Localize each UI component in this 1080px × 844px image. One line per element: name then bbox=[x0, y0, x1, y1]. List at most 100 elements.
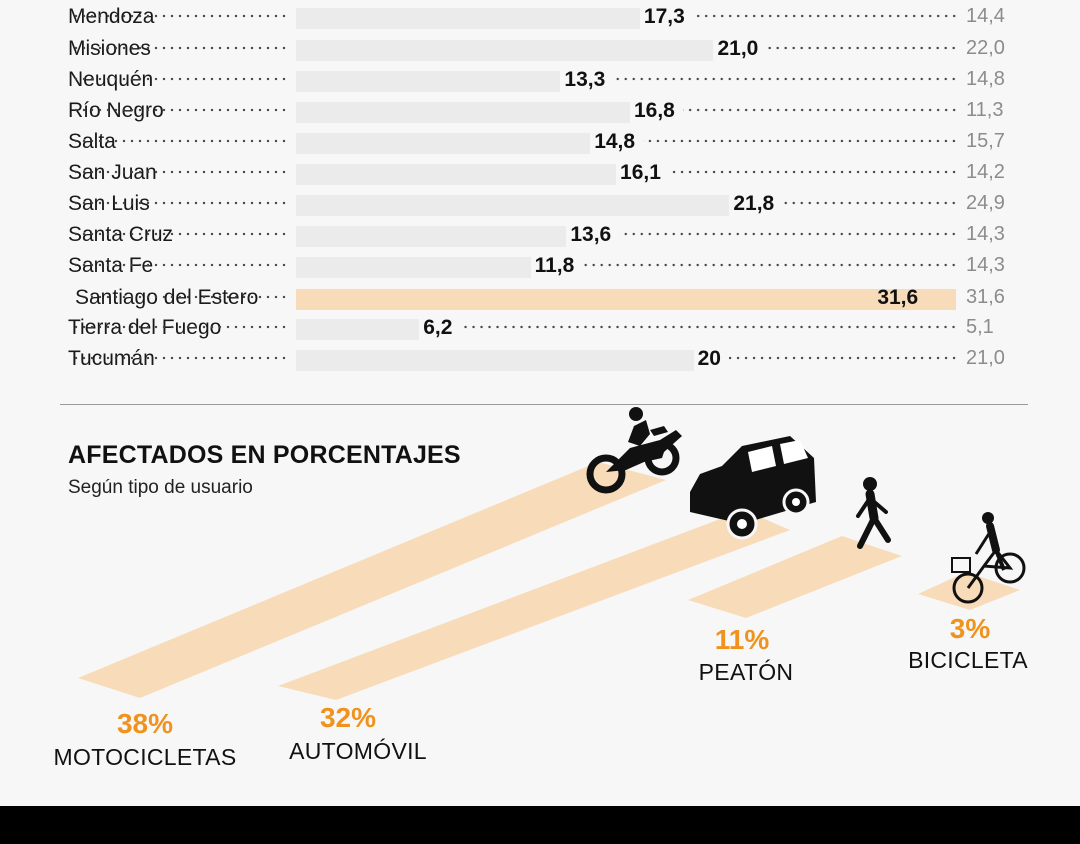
car-icon bbox=[690, 436, 816, 540]
value-label: 21,8 bbox=[733, 192, 775, 215]
previous-value: 15,7 bbox=[966, 130, 1005, 152]
bar-track bbox=[296, 8, 956, 29]
province-table: Mendoza17,314,4Misiones21,022,0Neuquén13… bbox=[0, 0, 1080, 380]
lane-peaton bbox=[688, 536, 902, 618]
value-label: 21,0 bbox=[717, 37, 759, 60]
province-row: San Juan16,114,2 bbox=[0, 157, 1080, 188]
leader-dots bbox=[682, 108, 958, 112]
bar bbox=[296, 319, 420, 340]
bar-track bbox=[296, 226, 956, 247]
province-row: Río Negro16,811,3 bbox=[0, 95, 1080, 126]
province-row: San Luis21,824,9 bbox=[0, 188, 1080, 219]
lane-bicicleta bbox=[918, 572, 1020, 610]
province-row: Neuquén13,314,8 bbox=[0, 64, 1080, 95]
province-row: Tucumán2021,0 bbox=[0, 343, 1080, 374]
previous-value: 14,3 bbox=[966, 223, 1005, 245]
leader-dots bbox=[619, 232, 958, 236]
province-row: Salta14,815,7 bbox=[0, 126, 1080, 157]
pct-motocicletas: 38% bbox=[116, 708, 174, 739]
leader-dots bbox=[74, 232, 288, 236]
previous-value: 14,2 bbox=[966, 161, 1005, 183]
label-motocicletas: MOTOCICLETAS bbox=[53, 744, 237, 770]
leader-dots bbox=[582, 263, 958, 267]
value-label: 14,8 bbox=[594, 130, 636, 153]
leader-dots bbox=[692, 14, 958, 18]
leader-dots bbox=[728, 356, 958, 360]
value-label: 17,3 bbox=[643, 5, 685, 28]
value-label: 16,1 bbox=[620, 161, 661, 184]
bar bbox=[296, 164, 617, 185]
bar-track bbox=[296, 71, 956, 92]
bar bbox=[296, 350, 694, 371]
bar-track bbox=[296, 289, 956, 310]
bar bbox=[296, 8, 640, 29]
leader-dots bbox=[74, 201, 288, 205]
bar-track bbox=[296, 257, 956, 278]
lane-automovil bbox=[278, 510, 790, 700]
bar-track bbox=[296, 40, 956, 61]
province-row: Santiago del Estero31,631,6 bbox=[0, 282, 1080, 313]
label-peaton: PEATÓN bbox=[698, 659, 794, 685]
section-title: AFECTADOS EN PORCENTAJES bbox=[68, 441, 461, 469]
bar bbox=[296, 71, 561, 92]
province-row: Mendoza17,314,4 bbox=[0, 1, 1080, 32]
bar bbox=[296, 133, 591, 154]
leader-dots bbox=[460, 325, 958, 329]
bar-track bbox=[296, 133, 956, 154]
previous-value: 22,0 bbox=[966, 37, 1005, 59]
leader-dots bbox=[74, 108, 288, 112]
previous-value: 31,6 bbox=[966, 286, 1005, 308]
pct-bicicleta: 3% bbox=[949, 613, 991, 644]
value-label: 13,3 bbox=[564, 68, 606, 91]
previous-value: 11,3 bbox=[966, 99, 1004, 121]
lane-motocicletas bbox=[78, 462, 666, 698]
leader-dots bbox=[74, 14, 288, 18]
previous-value: 24,9 bbox=[966, 192, 1005, 214]
leader-dots bbox=[74, 170, 288, 174]
value-label: 20 bbox=[697, 347, 721, 370]
leader-dots bbox=[74, 263, 288, 267]
bar bbox=[296, 40, 714, 61]
section-subtitle: Según tipo de usuario bbox=[68, 477, 253, 498]
value-label: 16,8 bbox=[633, 99, 675, 122]
leader-dots bbox=[782, 201, 958, 205]
previous-value: 14,8 bbox=[966, 68, 1005, 90]
pct-automovil: 32% bbox=[319, 702, 377, 733]
bar bbox=[296, 289, 956, 310]
previous-value: 5,1 bbox=[966, 316, 994, 338]
bar-track bbox=[296, 102, 956, 123]
value-label: 13,6 bbox=[570, 223, 612, 246]
previous-value: 14,4 bbox=[966, 5, 1005, 27]
leader-dots bbox=[81, 295, 288, 299]
previous-value: 21,0 bbox=[966, 347, 1005, 369]
leader-dots bbox=[74, 46, 288, 50]
leader-dots bbox=[766, 46, 958, 50]
leader-dots bbox=[74, 139, 288, 143]
pct-peaton: 11% bbox=[714, 624, 770, 655]
pedestrian-icon bbox=[856, 477, 891, 549]
previous-value: 14,3 bbox=[966, 254, 1005, 276]
province-row: Santa Fe11,814,3 bbox=[0, 250, 1080, 281]
bar-track bbox=[296, 319, 956, 340]
bar-track bbox=[296, 350, 956, 371]
province-row: Misiones21,022,0 bbox=[0, 33, 1080, 64]
leader-dots bbox=[613, 77, 958, 81]
bar-track bbox=[296, 164, 956, 185]
province-row: Tierra del Fuego6,25,1 bbox=[0, 312, 1080, 343]
bar-track bbox=[296, 195, 956, 216]
bar bbox=[296, 195, 730, 216]
section-divider bbox=[60, 404, 1028, 405]
bar bbox=[296, 102, 630, 123]
leader-dots bbox=[74, 356, 288, 360]
bar bbox=[296, 257, 531, 278]
user-type-chart bbox=[78, 407, 1026, 700]
motorcycle-icon bbox=[586, 407, 682, 494]
bicycle-icon bbox=[951, 512, 1026, 604]
label-automovil: AUTOMÓVIL bbox=[289, 738, 427, 764]
value-label: 6,2 bbox=[423, 316, 453, 339]
leader-dots bbox=[643, 139, 958, 143]
province-row: Santa Cruz13,614,3 bbox=[0, 219, 1080, 250]
value-label: 11,8 bbox=[534, 254, 575, 277]
bar bbox=[296, 226, 567, 247]
leader-dots bbox=[74, 77, 288, 81]
